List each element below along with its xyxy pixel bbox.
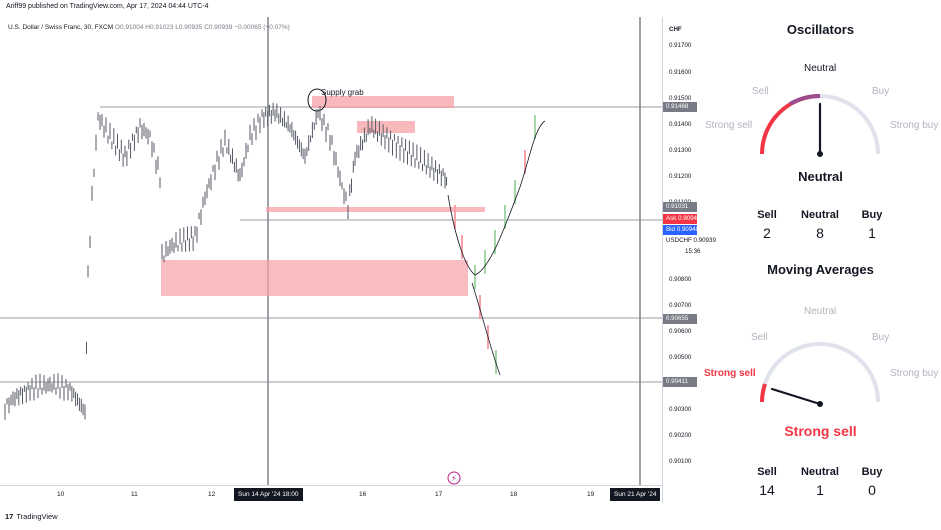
level-price-label: 0.91031 bbox=[663, 202, 697, 212]
demand-zone bbox=[161, 260, 468, 296]
ohlc-values: O0.91004 H0.91023 L0.90935 C0.90939 −0.0… bbox=[114, 24, 290, 31]
time-tick: 10 bbox=[57, 491, 65, 498]
oscillators-gauge bbox=[760, 93, 880, 157]
oscillators-result: Neutral bbox=[798, 169, 843, 184]
ma-label-strong-buy: Strong buy bbox=[890, 368, 939, 379]
moving-averages-needle bbox=[770, 387, 822, 406]
time-tick: 17 bbox=[435, 491, 443, 498]
osc-buy-count: Buy 1 bbox=[861, 209, 883, 241]
price-chart[interactable]: Supply grab ⚡ bbox=[0, 17, 662, 485]
price-tick: 0.91300 bbox=[669, 147, 692, 154]
oscillators-gauge-neutral-arc bbox=[788, 93, 821, 106]
price-tick: 0.90100 bbox=[669, 458, 692, 465]
price-tick: 0.90200 bbox=[669, 432, 692, 439]
bar-countdown: 15:36 bbox=[663, 247, 700, 257]
osc-label-sell: Sell bbox=[752, 86, 769, 97]
tradingview-logo[interactable]: 17 TradingView bbox=[5, 512, 58, 521]
price-tick: 0.91500 bbox=[669, 95, 692, 102]
level-price-label: 0.91468 bbox=[663, 102, 697, 112]
projection-drop bbox=[471, 282, 501, 376]
tv-logo-icon: 17 bbox=[5, 512, 14, 521]
time-tick: 16 bbox=[359, 491, 367, 498]
moving-averages-title: Moving Averages bbox=[767, 262, 874, 277]
time-tick: 12 bbox=[208, 491, 216, 498]
time-axis[interactable]: 10 11 12 Sun 14 Apr '24 18:00 16 17 18 1… bbox=[0, 485, 662, 504]
price-tick: 0.90300 bbox=[669, 406, 692, 413]
oscillators-title: Oscillators bbox=[786, 22, 855, 37]
svg-text:⚡: ⚡ bbox=[451, 474, 457, 483]
price-tick: 0.90700 bbox=[669, 302, 692, 309]
level-price-label: 0.90411 bbox=[663, 377, 697, 387]
supply-grab-circle bbox=[307, 88, 327, 112]
osc-label-buy: Buy bbox=[872, 86, 890, 97]
osc-label-strong-buy: Strong buy bbox=[890, 120, 939, 131]
time-tick: 11 bbox=[131, 491, 138, 498]
osc-label-neutral: Neutral bbox=[804, 63, 837, 74]
symbol-info: U.S. Dollar / Swiss Franc, 30, FXCM O0.9… bbox=[8, 24, 290, 31]
supply-zone-1 bbox=[312, 96, 454, 108]
attribution-text: Ariff99 published on TradingView.com, Ap… bbox=[6, 3, 209, 10]
osc-neutral-count: Neutral 8 bbox=[801, 209, 839, 241]
projection-curve bbox=[447, 120, 546, 276]
time-tick: 18 bbox=[510, 491, 518, 498]
supply-grab-label: Supply grab bbox=[321, 88, 364, 97]
ask-price-label: Ask 0.90943 bbox=[663, 214, 700, 224]
ma-neutral-count: Neutral 1 bbox=[801, 466, 839, 498]
ma-label-buy: Buy bbox=[872, 332, 890, 343]
price-axis[interactable]: CHF 0.91700 0.91600 0.91500 0.91400 0.91… bbox=[662, 17, 716, 503]
session-time-label: Sun 21 Apr '24 bbox=[610, 488, 661, 501]
price-tick: 0.90600 bbox=[669, 328, 692, 335]
ma-sell-count: Sell 14 bbox=[757, 466, 777, 498]
price-tick: 0.91200 bbox=[669, 173, 692, 180]
level-price-label: 0.90655 bbox=[663, 314, 697, 324]
time-tick: 19 bbox=[587, 491, 595, 498]
price-tick: 0.90500 bbox=[669, 354, 692, 361]
moving-averages-gauge bbox=[760, 342, 880, 407]
supply-zone-2 bbox=[357, 121, 415, 133]
ma-label-strong-sell: Strong sell bbox=[704, 368, 756, 379]
ma-gauge-strong-sell-arc bbox=[760, 383, 767, 403]
ma-buy-count: Buy 0 bbox=[861, 466, 883, 498]
osc-sell-count: Sell 2 bbox=[757, 209, 777, 241]
price-tick: 0.91700 bbox=[669, 42, 692, 49]
bid-price-label: Bid 0.90940 bbox=[663, 225, 699, 235]
moving-averages-result: Strong sell bbox=[784, 423, 857, 439]
price-tick: 0.91400 bbox=[669, 121, 692, 128]
osc-label-strong-sell: Strong sell bbox=[705, 120, 753, 131]
symbol-name[interactable]: U.S. Dollar / Swiss Franc, 30, FXCM bbox=[8, 24, 114, 31]
price-tick: 0.91600 bbox=[669, 69, 692, 76]
price-tick: 0.90800 bbox=[669, 276, 692, 283]
currency-label: CHF bbox=[669, 26, 682, 33]
ma-label-neutral: Neutral bbox=[804, 306, 837, 317]
event-lightning-icon bbox=[447, 471, 461, 485]
crosshair-time-label: Sun 14 Apr '24 18:00 bbox=[234, 488, 303, 501]
ma-label-sell: Sell bbox=[751, 332, 768, 343]
symbol-price-label: USDCHF 0.90939 bbox=[663, 236, 716, 246]
support-zone-thin bbox=[266, 207, 485, 212]
